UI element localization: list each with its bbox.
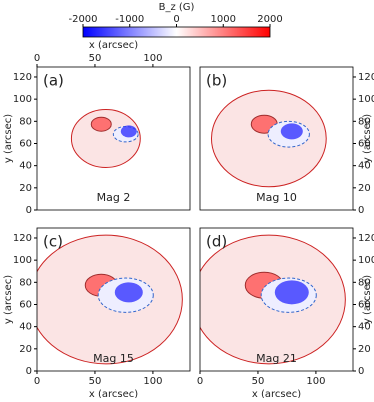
panel-annotation: Mag 21	[256, 352, 297, 365]
plage	[210, 89, 327, 188]
y-tick-label: 40	[358, 161, 371, 172]
y-tick-label: 40	[19, 161, 32, 172]
negative-spot	[120, 125, 137, 138]
y-axis-label: y (arcsec)	[362, 114, 373, 163]
colorbar-tick-label: 2000	[257, 14, 282, 25]
colorbar	[82, 26, 271, 38]
panel-annotation: Mag 10	[256, 191, 297, 204]
panel-annotation: Mag 15	[93, 352, 134, 365]
y-tick-label: 20	[358, 183, 371, 194]
x-axis-label: x (arcsec)	[89, 389, 138, 398]
y-tick-label: 60	[358, 299, 371, 310]
colorbar-label: B_z (G)	[159, 2, 195, 13]
x-axis-label: x (arcsec)	[89, 40, 138, 51]
panel-label: (d)	[206, 233, 227, 251]
colorbar-tick-label: 0	[173, 14, 179, 25]
field	[200, 67, 353, 210]
x-tick-label: 50	[252, 376, 265, 387]
y-axis-label: y (arcsec)	[3, 275, 14, 324]
panel-label: (c)	[43, 233, 63, 251]
y-axis-label: y (arcsec)	[3, 114, 14, 163]
y-tick-label: 20	[19, 344, 32, 355]
x-tick-label: 100	[306, 376, 325, 387]
y-tick-label: 0	[358, 366, 364, 377]
y-tick-label: 0	[26, 205, 32, 216]
field	[200, 228, 353, 371]
field	[37, 228, 190, 371]
y-tick-label: 100	[13, 255, 32, 266]
y-tick-label: 60	[19, 299, 32, 310]
y-tick-label: 80	[19, 116, 32, 127]
panel-frame	[36, 66, 191, 211]
y-tick-label: 80	[358, 277, 371, 288]
panel-label: (b)	[206, 72, 227, 90]
x-axis-label: x (arcsec)	[252, 389, 301, 398]
panel-frame	[199, 227, 354, 372]
y-tick-label: 80	[358, 116, 371, 127]
y-tick-label: 40	[19, 322, 32, 333]
plage	[70, 109, 141, 168]
y-axis-label: y (arcsec)	[362, 275, 373, 324]
y-tick-label: 0	[358, 205, 364, 216]
y-tick-label: 120	[358, 72, 374, 83]
x-tick-label: 0	[34, 376, 40, 387]
negative-spot	[280, 123, 303, 140]
negative-spot	[274, 280, 309, 305]
y-tick-label: 120	[358, 233, 374, 244]
y-tick-label: 80	[19, 277, 32, 288]
y-tick-label: 20	[19, 183, 32, 194]
y-tick-label: 100	[13, 94, 32, 105]
y-tick-label: 40	[358, 322, 371, 333]
panel-label: (a)	[43, 72, 64, 90]
x-tick-label: 0	[197, 376, 203, 387]
y-tick-label: 60	[19, 138, 32, 149]
y-tick-label: 120	[13, 72, 32, 83]
x-tick-label: 50	[89, 376, 102, 387]
colorbar-tick-label: -2000	[68, 14, 97, 25]
colorbar-tick-label: -1000	[115, 14, 144, 25]
y-tick-label: 0	[26, 366, 32, 377]
panel-frame	[199, 66, 354, 211]
x-tick-label: 0	[34, 53, 40, 64]
panel-annotation: Mag 2	[97, 191, 131, 204]
negative-spot	[114, 282, 143, 303]
y-tick-label: 100	[358, 94, 374, 105]
field	[37, 67, 190, 210]
y-tick-label: 120	[13, 233, 32, 244]
panel-frame	[36, 227, 191, 372]
x-tick-label: 50	[89, 53, 102, 64]
positive-spot	[90, 116, 112, 132]
colorbar-tick-label: 1000	[211, 14, 236, 25]
y-tick-label: 100	[358, 255, 374, 266]
y-tick-label: 60	[358, 138, 371, 149]
x-tick-label: 100	[143, 376, 162, 387]
x-tick-label: 100	[143, 53, 162, 64]
y-tick-label: 20	[358, 344, 371, 355]
